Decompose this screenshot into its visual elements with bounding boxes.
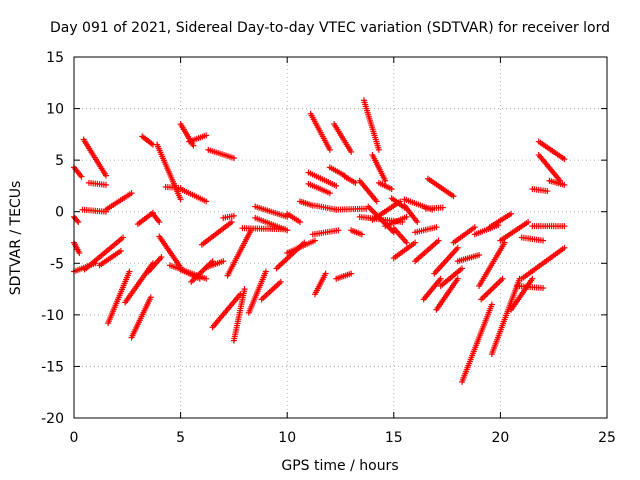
data-point: [102, 172, 109, 179]
data-point: [561, 181, 568, 188]
y-tick-label: -5: [50, 256, 64, 272]
data-point: [508, 210, 515, 217]
data-point: [525, 219, 532, 226]
data-point: [220, 258, 227, 265]
y-tick-label: 10: [46, 102, 64, 118]
data-point: [120, 234, 127, 241]
data-point: [326, 190, 333, 197]
data-point: [262, 268, 269, 275]
data-point: [277, 278, 284, 285]
x-tick-label: 10: [278, 430, 296, 446]
chart-title: Day 091 of 2021, Sidereal Day-to-day VTE…: [50, 20, 610, 36]
data-point: [203, 198, 210, 205]
y-tick-label: 15: [46, 50, 64, 66]
data-point: [403, 239, 410, 246]
data-point: [476, 252, 483, 259]
x-tick-label: 5: [176, 430, 185, 446]
data-point: [237, 291, 244, 298]
data-point: [126, 268, 133, 275]
y-tick-labels: -20 -15 -10 -5 0 5 10 15: [41, 50, 64, 427]
data-point: [382, 177, 389, 184]
data-point: [501, 239, 508, 246]
data-point: [561, 156, 568, 163]
y-tick-label: 5: [55, 153, 64, 169]
data-point: [158, 254, 165, 261]
data-point: [190, 142, 197, 149]
y-tick-label: -15: [41, 359, 64, 375]
data-point: [439, 204, 446, 211]
y-tick-label: -10: [41, 308, 64, 324]
data-point: [230, 155, 237, 162]
data-point: [335, 227, 342, 234]
data-point: [128, 190, 135, 197]
data-point: [78, 173, 85, 180]
data-point: [177, 196, 184, 203]
data-point: [74, 217, 81, 224]
data-point: [561, 223, 568, 230]
data-point: [454, 275, 461, 282]
data-point: [352, 179, 359, 186]
x-tick-label: 25: [598, 430, 616, 446]
data-point: [544, 188, 551, 195]
data-point: [437, 275, 444, 282]
data-point: [348, 148, 355, 155]
data-point: [414, 219, 421, 226]
data-point: [209, 258, 216, 265]
data-point: [412, 239, 419, 246]
data-point: [373, 198, 380, 205]
grid-lines: [74, 57, 607, 418]
data-point: [147, 294, 154, 301]
data-point: [450, 193, 457, 200]
data-point: [326, 146, 333, 153]
data-point: [117, 247, 124, 254]
data-point: [435, 237, 442, 244]
data-point: [529, 275, 536, 282]
data-point: [203, 275, 210, 282]
data-point: [388, 186, 395, 193]
data-point: [403, 213, 410, 220]
x-tick-label: 15: [385, 430, 403, 446]
data-point: [228, 219, 235, 226]
data-point: [499, 275, 506, 282]
data-point: [76, 249, 83, 256]
data-point: [375, 146, 382, 153]
data-point: [230, 212, 237, 219]
data-point: [540, 285, 547, 292]
data-point: [296, 219, 303, 226]
data-point: [540, 237, 547, 244]
data-point: [75, 219, 82, 226]
data-point: [241, 286, 248, 293]
y-axis-label: SDTVAR / TECUs: [8, 181, 24, 296]
data-point: [348, 270, 355, 277]
data-point: [471, 224, 478, 231]
y-tick-label: -20: [41, 411, 64, 427]
data-point: [156, 219, 163, 226]
data-point: [102, 181, 109, 188]
data-point: [333, 182, 340, 189]
data-point: [433, 224, 440, 231]
data-point: [561, 244, 568, 251]
data-point: [358, 231, 365, 238]
data-point: [488, 301, 495, 308]
x-axis-label: GPS time / hours: [281, 458, 398, 474]
data-point: [311, 237, 318, 244]
data-point: [203, 132, 210, 139]
axis-ticks: [73, 56, 608, 419]
x-tick-label: 20: [491, 430, 509, 446]
y-tick-label: 0: [55, 205, 64, 221]
data-point: [282, 226, 289, 233]
data-point: [454, 244, 461, 251]
x-tick-label: 0: [70, 430, 79, 446]
data-point: [322, 270, 329, 277]
plot-frame: [73, 56, 608, 419]
x-tick-labels: 0 5 10 15 20 25: [70, 430, 616, 446]
data-point: [459, 265, 466, 272]
data-points: [71, 97, 568, 385]
